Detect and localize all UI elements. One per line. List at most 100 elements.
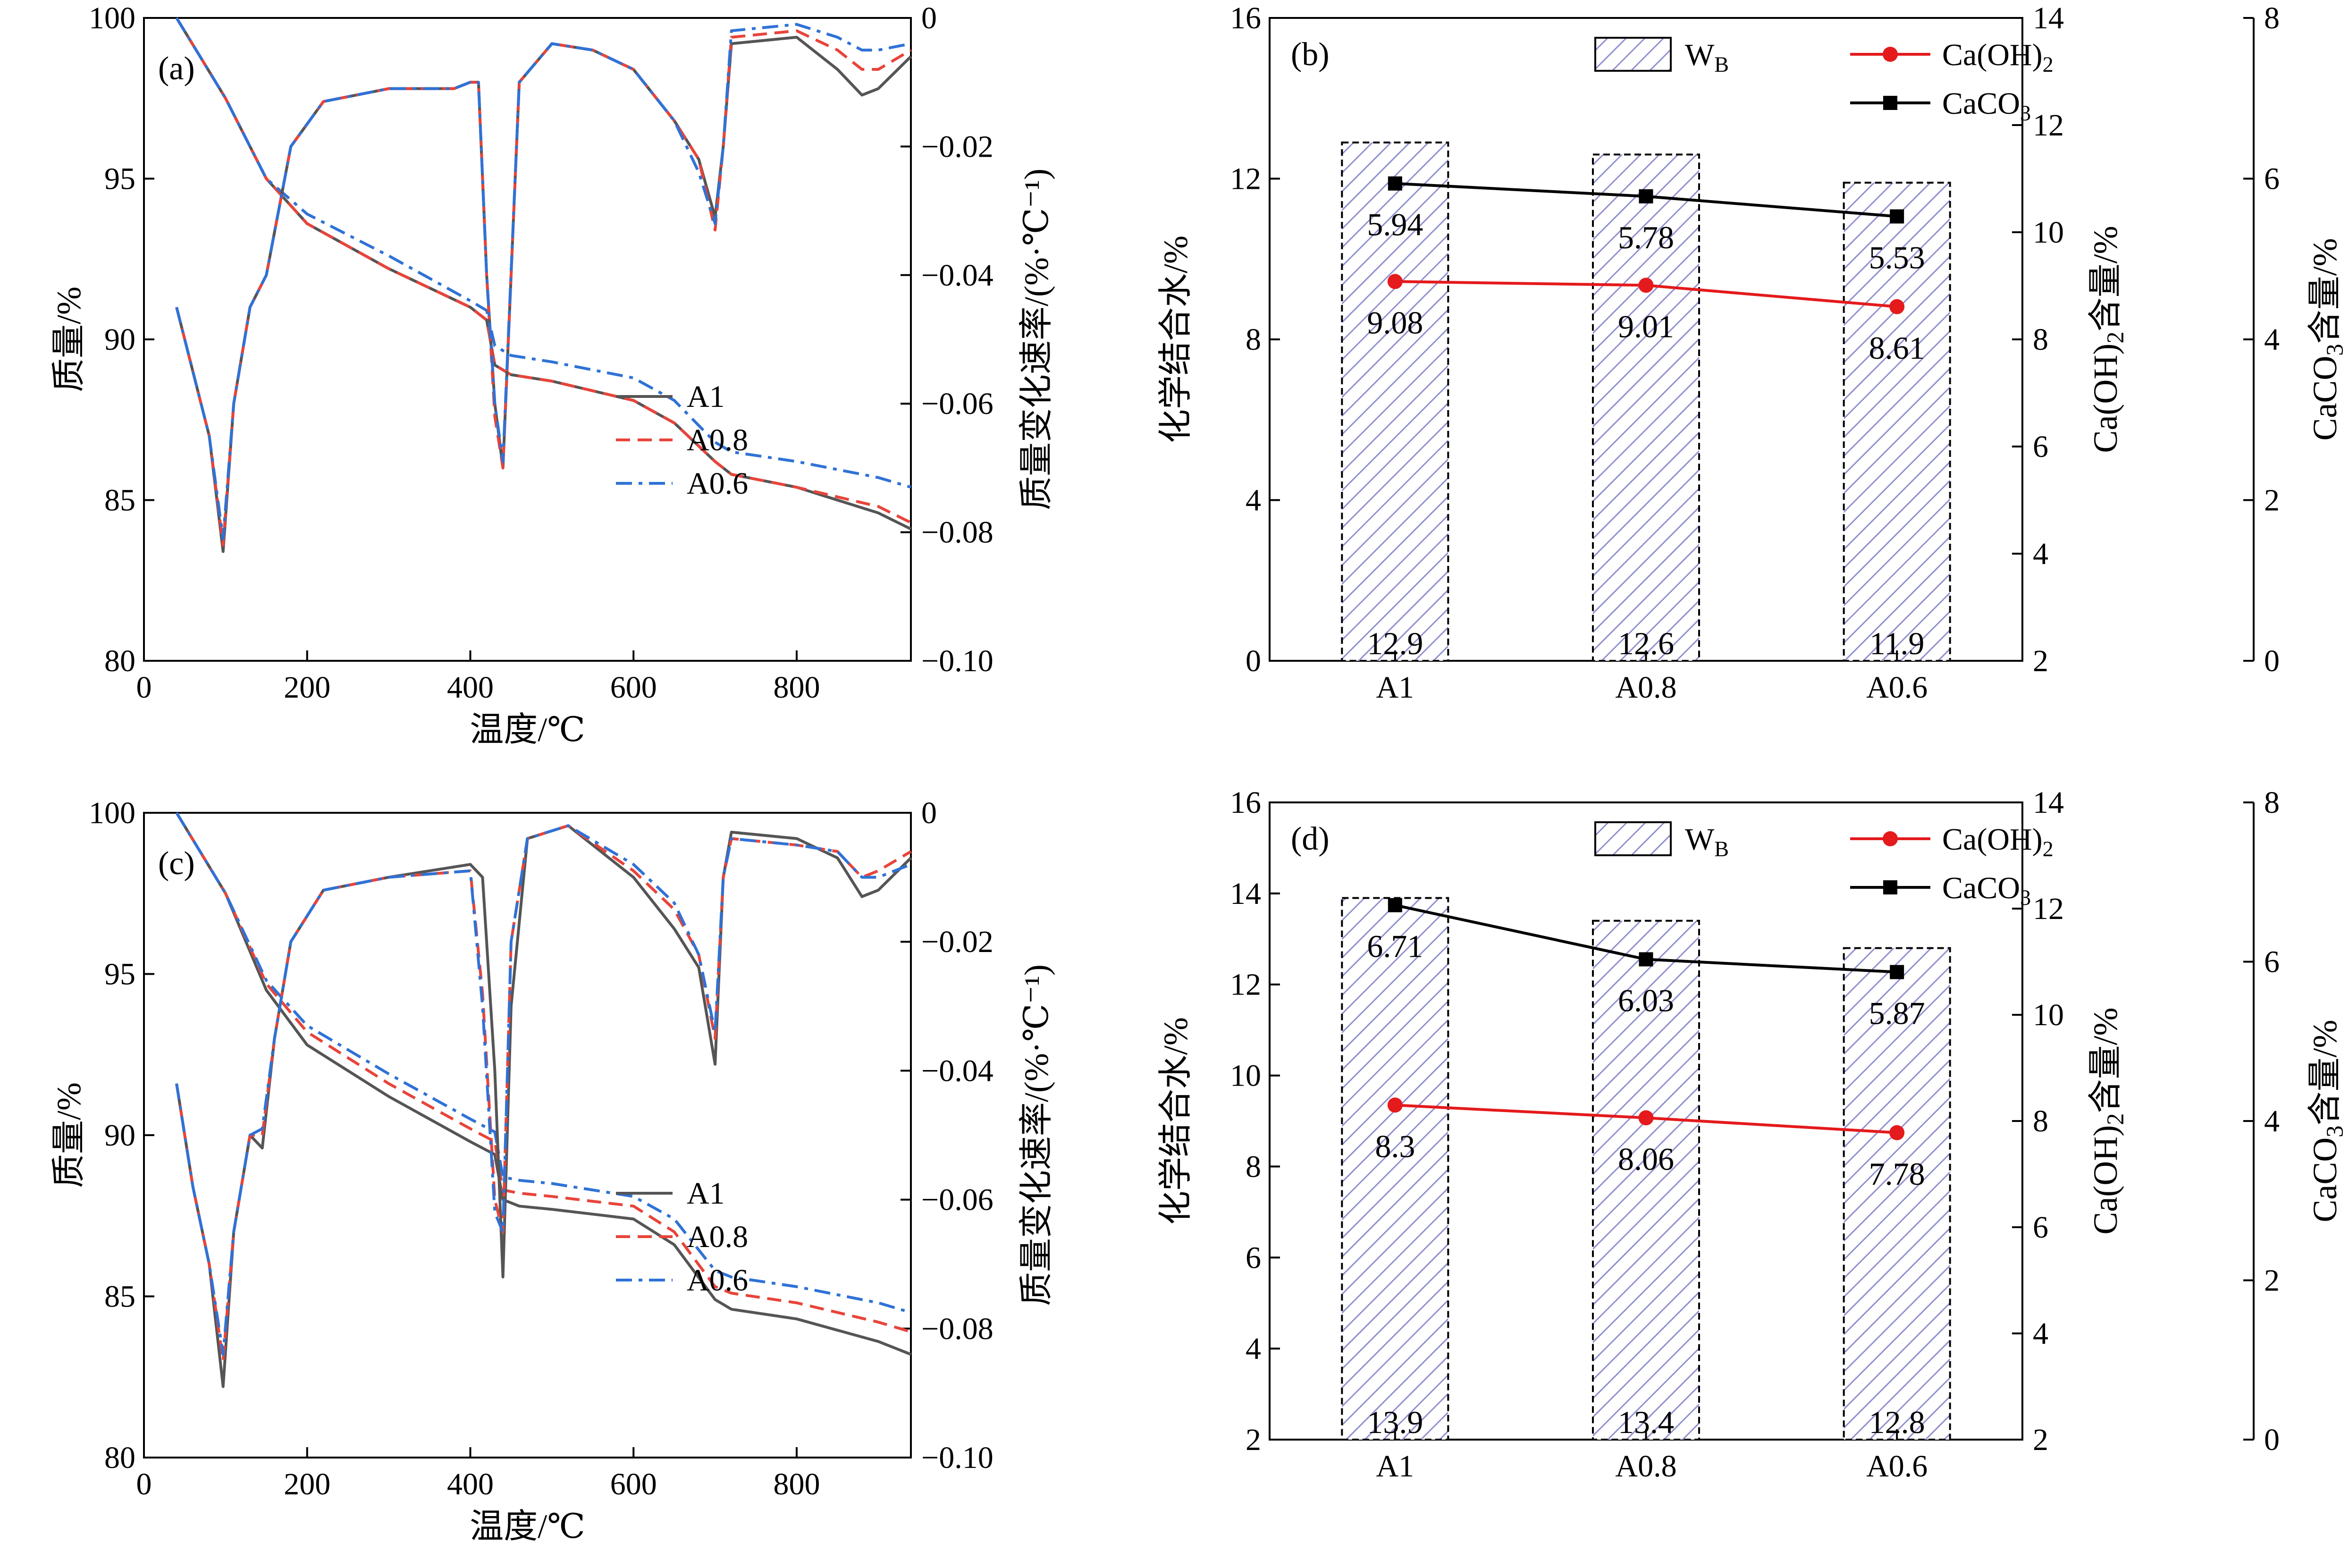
x-category-label-b-A0.6: A0.6 bbox=[1866, 670, 1928, 705]
x-category-label-d-A0.8: A0.8 bbox=[1615, 1449, 1676, 1484]
y-right-tick-label-a: −0.02 bbox=[921, 129, 993, 164]
y-caco3-tick-label-b: 6 bbox=[2264, 162, 2280, 196]
x-tick-label-a: 600 bbox=[610, 670, 657, 705]
legend-marker-caoh2-b bbox=[1883, 47, 1898, 62]
y-left-axis-label-d: 化学结合水/% bbox=[1157, 1017, 1195, 1225]
y-ca-tick-label-d: 14 bbox=[2033, 785, 2064, 820]
y-right-tick-label-c: −0.08 bbox=[921, 1312, 993, 1346]
tg-line-a-A0.6 bbox=[175, 17, 911, 489]
y-left-tick-label-d: 16 bbox=[1230, 785, 1261, 820]
y-caco3-tick-label-d: 0 bbox=[2264, 1423, 2280, 1457]
caco3-label-b-A0.6: 5.53 bbox=[1869, 240, 1925, 276]
y-caco3-tick-label-d: 2 bbox=[2264, 1264, 2280, 1298]
y-ca-tick-label-b: 8 bbox=[2033, 322, 2048, 357]
legend-label-c-A0.6: A0.6 bbox=[687, 1263, 748, 1298]
caoh2-label-d-A0.6: 7.78 bbox=[1869, 1156, 1925, 1192]
legend-label-a-A0.8: A0.8 bbox=[687, 423, 748, 457]
y-left-tick-label-a: 80 bbox=[104, 644, 135, 678]
caco3-label-b-A1: 5.94 bbox=[1367, 207, 1423, 243]
y-right-tick-label-c: −0.02 bbox=[921, 925, 993, 959]
legend-marker-caco3-d bbox=[1883, 880, 1897, 894]
y-ca-tick-label-b: 6 bbox=[2033, 430, 2048, 464]
caoh2-label-b-A1: 9.08 bbox=[1367, 304, 1423, 340]
wb-bar-b-A1 bbox=[1341, 141, 1449, 662]
y-ca-tick-label-b: 12 bbox=[2033, 108, 2064, 143]
y-ca-tick-label-b: 10 bbox=[2033, 215, 2064, 250]
legend-label-c-A1: A1 bbox=[687, 1176, 725, 1211]
panel-label-b: (b) bbox=[1291, 36, 1330, 73]
y-right-axis-label-c: 质量变化速率/(%·℃⁻¹) bbox=[1018, 964, 1055, 1306]
x-tick-label-c: 0 bbox=[136, 1467, 152, 1501]
x-tick-label-a: 400 bbox=[447, 670, 494, 705]
tg-line-a-A0.8 bbox=[175, 17, 912, 524]
x-category-label-d-A0.6: A0.6 bbox=[1866, 1449, 1928, 1484]
y-left-axis-label-b: 化学结合水/% bbox=[1157, 236, 1195, 443]
caco3-marker-d-A0.8 bbox=[1639, 952, 1653, 967]
y-caco3-tick-label-b: 2 bbox=[2264, 483, 2280, 518]
y-right-axis-label-a: 质量变化速率/(%·℃⁻¹) bbox=[1018, 169, 1055, 510]
y-left-tick-label-c: 85 bbox=[104, 1280, 135, 1314]
legend-swatch-wb-b bbox=[1594, 37, 1672, 72]
y-caco3-axis-label-b: CaCO3含量/% bbox=[2306, 238, 2348, 440]
y-ca-tick-label-d: 10 bbox=[2033, 998, 2064, 1032]
y-ca-tick-label-b: 4 bbox=[2033, 537, 2048, 571]
y-left-tick-label-b: 16 bbox=[1230, 1, 1261, 35]
y-right-tick-label-a: 0 bbox=[921, 1, 937, 35]
y-ca-tick-label-d: 12 bbox=[2033, 892, 2064, 926]
y-right-tick-label-c: 0 bbox=[921, 796, 937, 830]
y-right-tick-label-a: −0.04 bbox=[921, 258, 993, 293]
dtg-line-a-A0.6 bbox=[175, 23, 911, 540]
panel-label-d: (d) bbox=[1291, 821, 1330, 857]
y-ca-tick-label-d: 2 bbox=[2033, 1423, 2048, 1457]
legend-label-caco3-d: CaCO3 bbox=[1942, 871, 2031, 910]
x-tick-label-c: 200 bbox=[284, 1467, 330, 1501]
caoh2-marker-d-A0.6 bbox=[1889, 1125, 1905, 1140]
y-right-tick-label-c: −0.10 bbox=[921, 1441, 993, 1475]
caco3-label-d-A0.6: 5.87 bbox=[1869, 995, 1925, 1031]
legend-label-a-A1: A1 bbox=[687, 379, 725, 414]
y-ca-tick-label-d: 8 bbox=[2033, 1104, 2048, 1138]
y-caco3-axis-label-d: CaCO3含量/% bbox=[2306, 1020, 2348, 1222]
y-left-tick-label-b: 4 bbox=[1246, 483, 1261, 518]
legend-label-caoh2-b: Ca(OH)2 bbox=[1942, 38, 2054, 76]
y-left-tick-label-c: 95 bbox=[104, 957, 135, 992]
dtg-line-a-A1 bbox=[175, 35, 912, 553]
y-left-tick-label-d: 4 bbox=[1246, 1332, 1261, 1366]
x-tick-label-c: 600 bbox=[610, 1467, 657, 1501]
caoh2-label-d-A1: 8.3 bbox=[1375, 1128, 1415, 1164]
caco3-marker-b-A1 bbox=[1388, 176, 1402, 191]
caco3-label-d-A0.8: 6.03 bbox=[1618, 982, 1674, 1018]
y-ca-tick-label-d: 6 bbox=[2033, 1210, 2048, 1245]
y-left-tick-label-c: 90 bbox=[104, 1118, 135, 1153]
legend-label-c-A0.8: A0.8 bbox=[687, 1220, 748, 1254]
y-left-tick-label-a: 90 bbox=[104, 322, 135, 357]
y-right-tick-label-a: −0.10 bbox=[921, 644, 993, 678]
legend-marker-caoh2-d bbox=[1883, 831, 1898, 846]
y-left-tick-label-c: 100 bbox=[89, 796, 135, 830]
x-tick-label-c: 400 bbox=[447, 1467, 494, 1501]
legend-label-wb-d: WB bbox=[1685, 822, 1729, 861]
legend-label-a-A0.6: A0.6 bbox=[687, 466, 748, 501]
y-left-tick-label-d: 12 bbox=[1230, 968, 1261, 1002]
x-tick-label-a: 0 bbox=[136, 670, 152, 705]
y-left-tick-label-a: 95 bbox=[104, 162, 135, 196]
x-axis-label-a: 温度/℃ bbox=[470, 711, 585, 749]
plot-frame-c bbox=[143, 812, 912, 1458]
caco3-marker-d-A1 bbox=[1388, 898, 1402, 912]
y-ca-tick-label-b: 2 bbox=[2033, 644, 2048, 678]
tg-line-c-A0.8 bbox=[175, 812, 911, 1333]
y-left-axis-label-a: 质量/% bbox=[50, 287, 88, 392]
y-left-tick-label-b: 12 bbox=[1230, 162, 1261, 196]
panel-label-c: (c) bbox=[158, 845, 195, 882]
y-left-tick-label-a: 100 bbox=[89, 1, 135, 35]
y-left-tick-label-d: 2 bbox=[1246, 1423, 1261, 1457]
legend-swatch-wb-d bbox=[1594, 821, 1672, 856]
wb-bar-b-A0.8 bbox=[1592, 153, 1700, 662]
x-category-label-d-A1: A1 bbox=[1376, 1449, 1414, 1484]
x-category-label-b-A1: A1 bbox=[1376, 670, 1414, 705]
legend-marker-caco3-b bbox=[1883, 96, 1897, 110]
y-caco3-tick-label-b: 0 bbox=[2264, 644, 2280, 678]
y-caco3-tick-label-b: 4 bbox=[2264, 322, 2280, 357]
y-left-tick-label-d: 10 bbox=[1230, 1059, 1261, 1093]
